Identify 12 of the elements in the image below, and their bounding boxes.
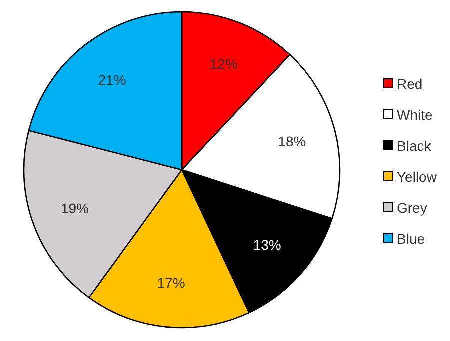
legend-label: Blue	[397, 230, 426, 247]
legend-label: Red	[397, 76, 423, 92]
legend-label: Black	[397, 138, 432, 154]
data-label: 19%	[60, 200, 89, 216]
legend-label: Yellow	[397, 168, 438, 185]
data-label: 18%	[278, 134, 306, 150]
legend-label: White	[397, 106, 433, 123]
data-label: 12%	[210, 56, 238, 72]
data-label: 13%	[253, 237, 282, 254]
data-label: 21%	[98, 72, 126, 88]
legend-label: Grey	[397, 200, 428, 216]
data-label: 17%	[157, 275, 186, 292]
